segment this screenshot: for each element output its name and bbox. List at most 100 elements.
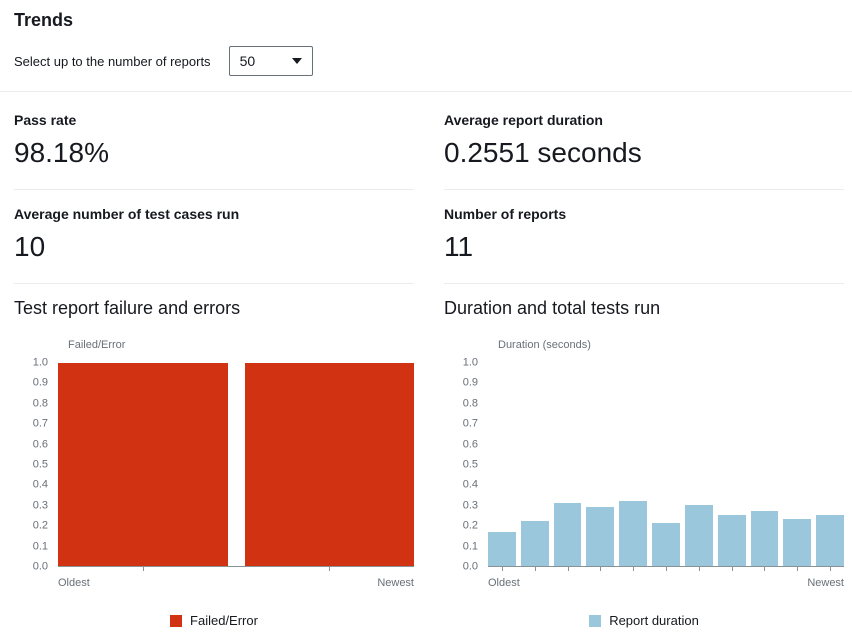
metric-label: Average number of test cases run bbox=[14, 206, 240, 222]
x-tick-mark bbox=[797, 567, 799, 571]
x-tick-mark bbox=[731, 567, 733, 571]
y-tick-label: 0.2 bbox=[32, 519, 48, 532]
bar-slot bbox=[750, 363, 779, 571]
x-tick-mark bbox=[501, 567, 503, 571]
chart-bar bbox=[58, 363, 228, 566]
chart-bar bbox=[684, 505, 713, 566]
y-tick-label: 0.5 bbox=[462, 458, 478, 471]
y-tick-label: 1.0 bbox=[32, 356, 48, 369]
chart-test-report-failure-errors: Test report failure and errors Failed/Er… bbox=[14, 298, 414, 628]
plot-row: 1.0 0.9 0.8 0.7 0.6 0.5 0.4 0.3 0.2 0.1 0.0 bbox=[444, 357, 844, 572]
x-axis-labels: Oldest Newest bbox=[488, 577, 844, 589]
chart-legend: Failed/Error bbox=[14, 613, 414, 628]
report-count-select-value: 50 bbox=[239, 53, 256, 69]
y-tick-label: 0.5 bbox=[32, 458, 48, 471]
y-tick-label: 0.1 bbox=[32, 540, 48, 553]
caret-down-icon bbox=[291, 58, 302, 64]
x-axis-label-newest: Newest bbox=[807, 577, 844, 589]
chart-bar bbox=[783, 519, 812, 566]
y-axis-ticks: 1.0 0.9 0.8 0.7 0.6 0.5 0.4 0.3 0.2 0.1 0.0 bbox=[14, 357, 58, 572]
chart-bar bbox=[816, 515, 844, 566]
metric-value: 10 bbox=[14, 231, 46, 262]
y-axis-ticks: 1.0 0.9 0.8 0.7 0.6 0.5 0.4 0.3 0.2 0.1 0.0 bbox=[444, 357, 488, 572]
plot-row: 1.0 0.9 0.8 0.7 0.6 0.5 0.4 0.3 0.2 0.1 0.0 bbox=[14, 357, 414, 572]
report-count-select-row: Select up to the number of reports 50 bbox=[14, 46, 838, 76]
y-tick-label: 0.4 bbox=[32, 478, 48, 491]
y-tick-label: 0.3 bbox=[462, 499, 478, 512]
legend-swatch-failed-error bbox=[170, 614, 183, 627]
bar-slot bbox=[717, 363, 746, 571]
bar-slot bbox=[488, 363, 516, 571]
chart-bar bbox=[520, 521, 549, 566]
chart-bar bbox=[553, 503, 582, 566]
metric-label: Pass rate bbox=[14, 112, 77, 128]
trends-header: Trends Select up to the number of report… bbox=[0, 10, 852, 76]
legend-label: Failed/Error bbox=[190, 613, 258, 628]
metric-pass-rate: Pass rate 98.18% bbox=[14, 96, 414, 190]
y-tick-label: 0.3 bbox=[32, 499, 48, 512]
chart-bar bbox=[244, 363, 414, 566]
y-tick-label: 0.0 bbox=[462, 560, 478, 573]
plot-area bbox=[58, 363, 414, 571]
y-tick-label: 0.6 bbox=[462, 438, 478, 451]
bar-slot bbox=[58, 363, 228, 571]
y-tick-label: 0.6 bbox=[32, 438, 48, 451]
bar-slot bbox=[684, 363, 713, 571]
y-tick-label: 0.8 bbox=[462, 397, 478, 410]
bar-slot bbox=[783, 363, 812, 571]
y-tick-label: 0.9 bbox=[32, 376, 48, 389]
y-tick-label: 0.4 bbox=[462, 478, 478, 491]
y-tick-label: 0.8 bbox=[32, 397, 48, 410]
x-axis-labels: Oldest Newest bbox=[58, 577, 414, 589]
metric-label: Average report duration bbox=[444, 112, 603, 128]
metric-value: 0.2551 seconds bbox=[444, 137, 642, 168]
charts-grid: Test report failure and errors Failed/Er… bbox=[0, 284, 852, 628]
y-tick-label: 0.7 bbox=[462, 417, 478, 430]
x-axis-label-newest: Newest bbox=[377, 577, 414, 589]
chart-bar bbox=[717, 515, 746, 566]
x-tick-mark bbox=[600, 567, 602, 571]
x-tick-mark bbox=[665, 567, 667, 571]
y-tick-label: 0.0 bbox=[32, 560, 48, 573]
metric-number-of-reports: Number of reports 11 bbox=[444, 190, 844, 284]
metric-avg-report-duration: Average report duration 0.2551 seconds bbox=[444, 96, 844, 190]
x-axis-label-oldest: Oldest bbox=[58, 577, 90, 589]
y-tick-label: 0.1 bbox=[462, 540, 478, 553]
chart-bar bbox=[586, 507, 615, 566]
chart-bar bbox=[619, 501, 648, 566]
chart-title: Test report failure and errors bbox=[14, 298, 241, 318]
bar-slot bbox=[816, 363, 844, 571]
bar-slot bbox=[652, 363, 680, 571]
metric-value: 98.18% bbox=[14, 137, 109, 168]
metric-value: 11 bbox=[444, 231, 474, 262]
chart-duration-total-tests: Duration and total tests run Duration (s… bbox=[444, 298, 844, 628]
x-tick-mark bbox=[830, 567, 832, 571]
bar-slot bbox=[244, 363, 414, 571]
plot-area bbox=[488, 363, 844, 571]
report-count-select[interactable]: 50 bbox=[228, 46, 313, 76]
x-tick-mark bbox=[142, 567, 144, 571]
chart-title: Duration and total tests run bbox=[444, 298, 661, 318]
x-axis-label-oldest: Oldest bbox=[488, 577, 520, 589]
metric-label: Number of reports bbox=[444, 206, 567, 222]
bars-container bbox=[488, 363, 844, 571]
bar-slot bbox=[553, 363, 582, 571]
chart-legend: Report duration bbox=[444, 613, 844, 628]
metric-avg-test-cases-run: Average number of test cases run 10 bbox=[14, 190, 414, 284]
x-tick-mark bbox=[764, 567, 766, 571]
x-tick-mark bbox=[329, 567, 331, 571]
page-title: Trends bbox=[14, 10, 74, 30]
bars-container bbox=[58, 363, 414, 571]
y-tick-label: 0.7 bbox=[32, 417, 48, 430]
y-axis-label: Failed/Error bbox=[68, 339, 126, 351]
chart-bar bbox=[488, 531, 516, 566]
header-divider bbox=[0, 91, 852, 92]
metrics-grid: Pass rate 98.18% Average report duration… bbox=[0, 92, 852, 284]
y-axis-label: Duration (seconds) bbox=[498, 339, 591, 351]
chart-bar bbox=[652, 523, 680, 566]
bar-slot bbox=[520, 363, 549, 571]
report-count-select-label: Select up to the number of reports bbox=[14, 53, 211, 69]
chart-bar bbox=[750, 511, 779, 566]
legend-label: Report duration bbox=[609, 613, 699, 628]
